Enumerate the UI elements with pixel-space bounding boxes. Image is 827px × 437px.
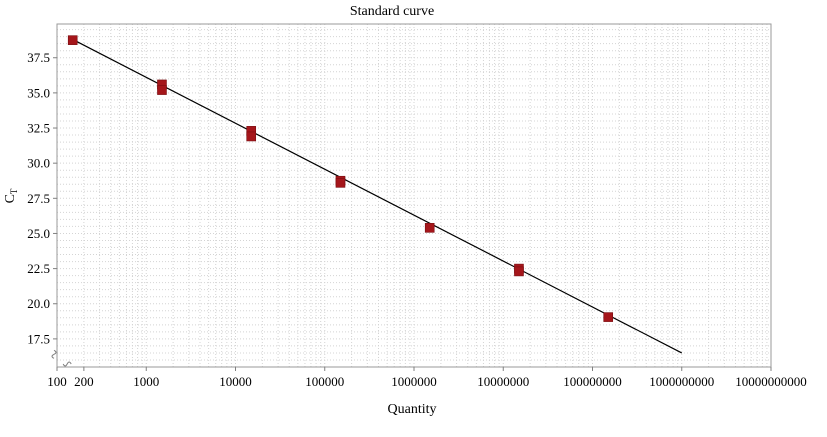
data-point (157, 85, 167, 95)
y-tick-label: 32.5 (27, 121, 50, 136)
axes: 17.5 20.0 22.5 25.0 27.5 30.0 32.5 35.0 37.5 100 2… (27, 50, 807, 389)
x-tick-label: 1000 (133, 374, 159, 389)
x-tick-label: 100 (47, 374, 67, 389)
x-tick-label: 10000000 (477, 374, 529, 389)
y-tick-label: 22.5 (27, 261, 50, 276)
fit-line (72, 38, 683, 354)
chart-title: Standard curve (350, 4, 434, 19)
y-tick-label: 30.0 (27, 156, 50, 171)
axis-break-mark (51, 349, 57, 359)
x-tick-label: 1000000 (391, 374, 437, 389)
y-tick-label: 35.0 (27, 85, 50, 100)
data-point (335, 178, 346, 188)
y-tick-label: 27.5 (27, 191, 50, 206)
y-tick-label: 20.0 (27, 296, 50, 311)
y-tick-label: 37.5 (27, 50, 50, 65)
data-series (67, 35, 683, 354)
data-point (67, 35, 78, 45)
y-axis-title-subscript: T (9, 188, 19, 194)
data-point (514, 266, 524, 277)
x-tick-label: 10000 (219, 374, 252, 389)
x-tick-label: 10000000000 (735, 374, 807, 389)
data-point (424, 223, 435, 233)
y-tick-label: 17.5 (27, 331, 50, 346)
y-axis-title-main: C (3, 194, 18, 203)
y-tick-label: 25.0 (27, 226, 50, 241)
x-tick-label: 100000000 (563, 374, 622, 389)
grid-lines (57, 24, 771, 367)
data-point (603, 312, 614, 322)
x-tick-label: 1000000000 (649, 374, 714, 389)
data-point (246, 131, 257, 142)
y-axis-title: CT (3, 188, 19, 203)
x-tick-label: 200 (74, 374, 94, 389)
x-axis-title: Quantity (388, 402, 437, 417)
x-tick-label: 100000 (305, 374, 344, 389)
svg-text:CT: CT (3, 188, 19, 203)
axis-break-mark (62, 361, 72, 367)
